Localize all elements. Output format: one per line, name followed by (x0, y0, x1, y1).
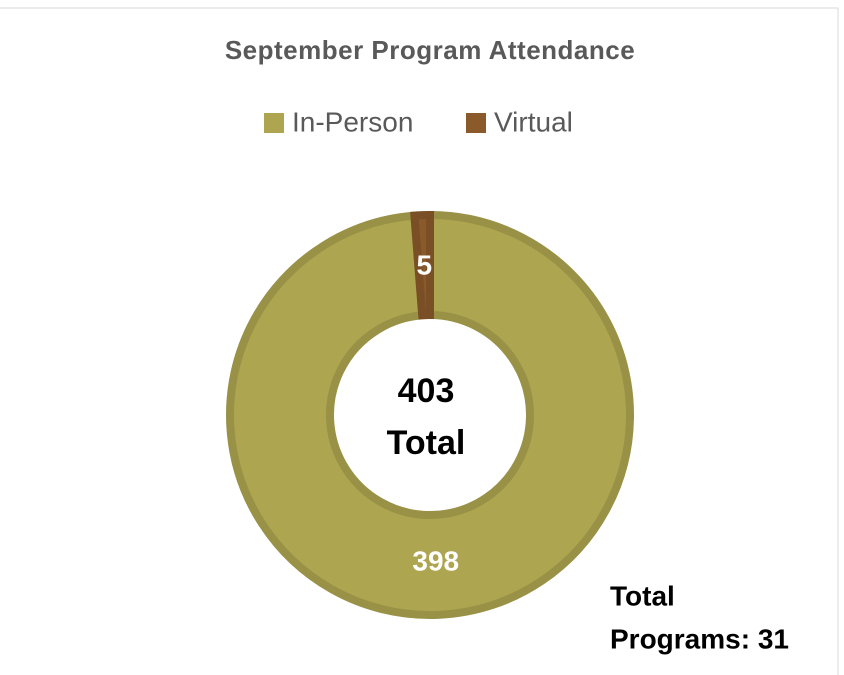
legend-label: Virtual (494, 106, 573, 137)
center-label: 403 (398, 372, 455, 410)
data-label: 398 (412, 545, 459, 576)
legend-label: In-Person (292, 106, 413, 137)
annotation: Programs: 31 (610, 623, 789, 654)
legend-swatch (264, 113, 284, 133)
data-label: 5 (416, 250, 432, 281)
donut-slice (410, 210, 434, 320)
center-label: Total (387, 424, 466, 462)
donut-slice (226, 210, 634, 619)
legend-swatch (466, 113, 486, 133)
annotation: Total (610, 580, 675, 611)
chart-frame (0, 7, 839, 675)
chart-title: September Program Attendance (225, 35, 635, 65)
